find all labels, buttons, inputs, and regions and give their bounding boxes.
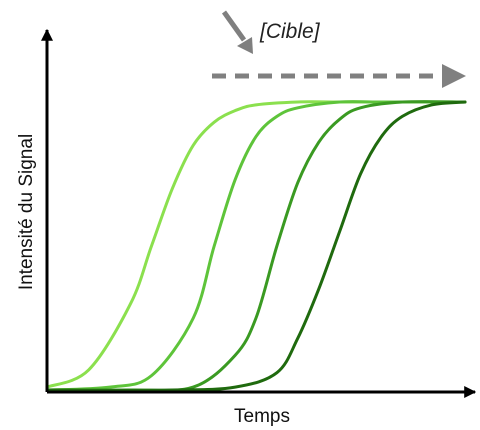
series-line-3 (45, 100, 467, 393)
series-layer (45, 100, 467, 393)
series-line-4 (45, 100, 467, 392)
series-line-1 (45, 100, 467, 389)
annotation-group: [Cible] (212, 10, 466, 88)
series-line-2 (45, 100, 467, 392)
target-label: [Cible] (259, 20, 321, 43)
dashed-arrow-head (442, 64, 466, 88)
diagonal-arrow-head (237, 37, 253, 54)
diagonal-arrow-shaft (221, 10, 247, 42)
x-axis-label: Temps (234, 406, 290, 427)
y-axis-label: Intensité du Signal (16, 134, 37, 290)
